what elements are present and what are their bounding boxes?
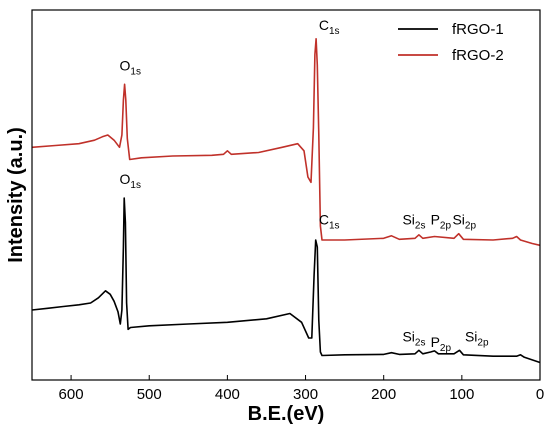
peak-label: O1s (120, 57, 141, 77)
peak-label: C1s (319, 211, 340, 231)
peak-label: C1s (319, 17, 340, 37)
plot-frame (31, 9, 541, 381)
x-tick-label: 300 (293, 386, 318, 403)
x-tick-label: 600 (59, 386, 84, 403)
peak-label: Si2p (452, 211, 476, 231)
series-line-frgo-1 (31, 197, 541, 364)
x-tick-label: 400 (215, 386, 240, 403)
peak-label: P2p (431, 334, 452, 354)
peak-label: Si2s (402, 211, 425, 231)
peak-label: Si2p (465, 329, 489, 349)
legend: fRGO-1 fRGO-2 (398, 21, 504, 64)
x-tick-label: 100 (449, 386, 474, 403)
series-line-frgo-2 (31, 38, 541, 247)
x-tick-label: 500 (137, 386, 162, 403)
y-axis-title: Intensity (a.u.) (5, 127, 27, 263)
legend-label-frgo-2: fRGO-2 (452, 47, 504, 64)
x-axis-title: B.E.(eV) (248, 403, 325, 425)
peak-label: Si2s (402, 329, 425, 349)
x-tick-label: 0 (536, 386, 544, 403)
plot-layer (31, 38, 541, 364)
legend-label-frgo-1: fRGO-1 (452, 21, 504, 38)
x-ticks: 600 500 400 300 200 100 0 (59, 375, 544, 403)
x-tick-label: 200 (371, 386, 396, 403)
peak-label: P2p (431, 211, 452, 231)
peak-label: O1s (120, 171, 141, 191)
